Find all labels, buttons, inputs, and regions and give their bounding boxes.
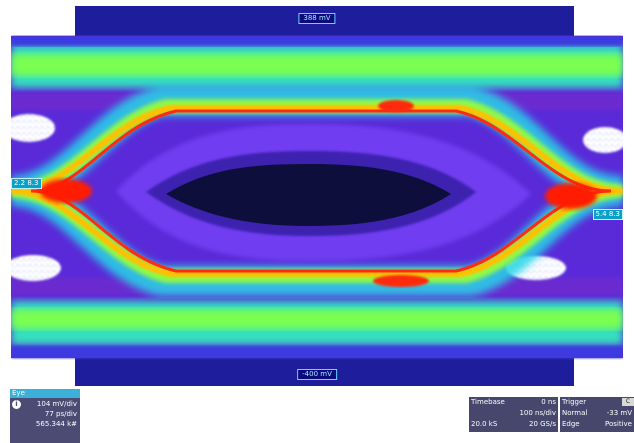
trigger-mode: Normal [562, 409, 588, 417]
hot-spot-bottom [373, 275, 429, 287]
eye-horizontal-scale: 77 ps/div [44, 410, 77, 418]
timebase-sample-rate: 20 GS/s [528, 420, 556, 428]
timebase-delay: 0 ns [541, 398, 556, 406]
timebase-title: Timebase [471, 398, 505, 406]
eye-vertical-scale: 104 mV/div [36, 400, 77, 408]
trigger-slope: Positive [605, 420, 632, 428]
noise-blob-left-top [11, 114, 55, 142]
timebase-panel[interactable]: Timebase 0 ns 100 ns/div 20.0 kS 20 GS/s [469, 397, 558, 432]
crossing-right [545, 183, 597, 209]
eye-panel-title: Eye [10, 389, 80, 398]
eye-diagram-display[interactable]: 388 mV -400 mV 2.2 8.3 5.4 8.3 [11, 6, 623, 386]
trigger-title: Trigger [562, 398, 587, 406]
upper-rail-core [11, 54, 623, 76]
frame-top-right [574, 6, 623, 36]
lower-rail-edge [11, 346, 623, 358]
frame-top-left [11, 6, 75, 36]
lower-rail-core [11, 309, 623, 329]
eye-opening-core [166, 164, 451, 226]
top-level-label: 388 mV [298, 13, 336, 24]
frame-bottom-left [11, 358, 75, 386]
eye-parameter-panel[interactable]: Eye i 104 mV/div 77 ps/div 565.344 k# [10, 389, 80, 443]
bottom-level-label: -400 mV [297, 369, 337, 380]
crossing-left [40, 179, 92, 203]
right-crossing-marker[interactable]: 5.4 8.3 [592, 209, 623, 220]
noise-blob-left-bottom [11, 255, 61, 281]
timebase-time-per-div: 100 ns/div [519, 409, 556, 417]
info-icon[interactable]: i [12, 400, 21, 409]
upper-rail-edge [11, 36, 623, 46]
trigger-level: -33 mV [606, 409, 632, 417]
timebase-samples: 20.0 kS [471, 420, 498, 428]
left-crossing-marker[interactable]: 2.2 8.3 [11, 178, 42, 189]
eye-diagram-plot [11, 6, 623, 386]
trigger-panel[interactable]: Trigger C Normal -33 mV Edge Positive [560, 397, 634, 432]
trigger-type: Edge [562, 420, 580, 428]
noise-blob-right-top [583, 127, 623, 153]
frame-bottom-right [574, 358, 623, 386]
trigger-channel-badge: C [622, 398, 634, 406]
hot-spot-top [378, 100, 414, 112]
eye-sample-count: 565.344 k# [35, 420, 77, 428]
